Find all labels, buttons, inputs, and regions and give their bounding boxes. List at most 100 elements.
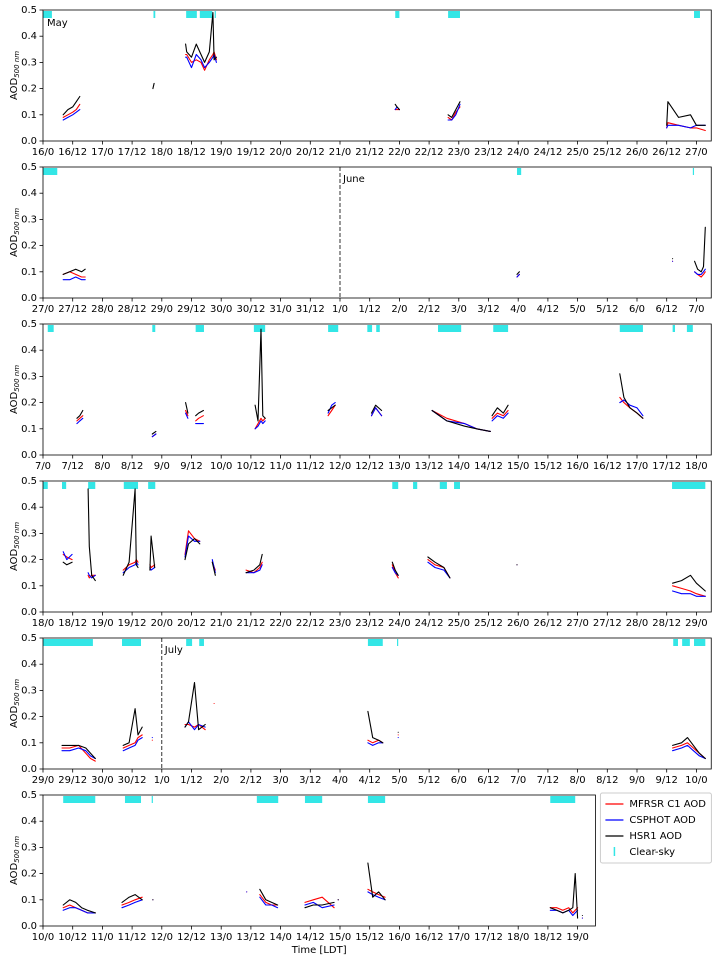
clear-sky-mark [517,168,522,175]
x-tick-label: 18/0 [507,932,529,943]
x-tick-label: 29/12 [177,304,206,315]
clear-sky-mark [682,639,690,646]
clear-sky-mark [214,11,216,18]
x-tick-label: 14/0 [269,932,291,943]
x-tick-label: 18/12 [177,147,206,158]
series-line [62,862,583,919]
x-tick-label: 7/0 [688,304,704,315]
x-tick-label: 6/12 [477,775,499,786]
x-tick-label: 19/0 [566,932,588,943]
series-line [62,888,583,919]
clear-sky-mark [124,796,142,803]
x-axis-label: Time [LDT] [291,945,347,956]
clear-sky-mark [63,796,96,803]
x-tick-label: 26/0 [626,147,648,158]
x-tick-label: 23/12 [474,147,503,158]
x-tick-label: 2/12 [240,775,262,786]
x-tick-label: 3/0 [273,775,289,786]
y-axis-label-main: AOD [9,235,20,258]
clear-sky-mark [439,482,447,489]
x-tick-label: 6/0 [629,304,645,315]
clear-sky-mark [692,168,695,175]
x-tick-label: 21/0 [210,618,232,629]
clear-sky-mark [43,168,58,175]
series-line [76,396,644,438]
x-tick-label: 14/12 [296,932,325,943]
series-line [62,12,706,126]
x-tick-label: 20/0 [151,618,173,629]
x-tick-label: 14/0 [448,461,470,472]
y-tick-label: 0.3 [21,685,37,696]
x-tick-label: 22/12 [296,618,325,629]
x-tick-label: 26/12 [533,618,562,629]
x-tick-label: 25/0 [566,147,588,158]
y-axis-label-main: AOD [9,392,20,415]
x-tick-label: 3/0 [451,304,467,315]
x-tick-label: 9/12 [180,461,202,472]
x-tick-label: 17/12 [118,147,147,158]
x-tick-label: 15/0 [507,461,529,472]
clear-sky-mark [367,325,373,332]
x-tick-label: 20/12 [177,618,206,629]
x-tick-label: 3/12 [299,775,321,786]
y-tick-label: 0.1 [21,581,37,592]
y-tick-label: 0.4 [21,345,37,356]
x-tick-label: 25/12 [593,147,622,158]
x-tick-label: 10/12 [58,932,87,943]
clear-sky-mark [253,325,266,332]
legend-label: Clear-sky [629,847,675,858]
clear-sky-mark [152,325,156,332]
x-tick-label: 16/0 [566,461,588,472]
x-tick-label: 14/12 [474,461,503,472]
x-tick-label: 15/12 [355,932,384,943]
x-tick-label: 18/0 [151,147,173,158]
x-tick-label: 15/0 [329,932,351,943]
y-tick-label: 0.5 [21,319,37,330]
y-axis-label-main: AOD [9,78,20,101]
plot-frame [42,9,712,142]
series-line [61,721,706,760]
x-tick-label: 6/0 [451,775,467,786]
x-tick-label: 11/0 [91,932,113,943]
x-tick-label: 26/12 [652,147,681,158]
y-axis-label: AOD500 nm [9,679,21,728]
plot-frame [42,480,712,613]
x-tick-label: 1/12 [358,304,380,315]
x-tick-label: 4/12 [537,304,559,315]
x-tick-label: 11/0 [269,461,291,472]
x-tick-label: 5/12 [418,775,440,786]
x-tick-label: 19/12 [118,618,147,629]
y-axis-label-sub: 500 nm [13,522,21,549]
y-axis-label-sub: 500 nm [13,51,21,78]
x-tick-label: 4/0 [510,304,526,315]
x-tick-label: 28/0 [91,304,113,315]
x-tick-label: 13/0 [388,461,410,472]
clear-sky-mark [694,11,700,18]
legend-box [599,792,712,864]
series-line [62,488,706,592]
y-tick-label: 0.0 [21,607,37,618]
legend-label: HSR1 AOD [629,831,682,842]
clear-sky-mark [43,11,52,18]
series-line [62,530,706,597]
x-tick-label: 23/0 [329,618,351,629]
x-tick-label: 29/0 [685,618,707,629]
x-tick-label: 29/0 [151,304,173,315]
x-tick-label: 26/0 [507,618,529,629]
x-tick-label: 12/0 [151,932,173,943]
x-tick-label: 17/0 [91,147,113,158]
x-tick-label: 23/12 [355,618,384,629]
annotation: June [342,174,365,185]
y-tick-label: 0.0 [21,764,37,775]
series-line [62,226,706,275]
x-tick-label: 25/0 [448,618,470,629]
y-tick-label: 0.1 [21,738,37,749]
x-tick-label: 7/12 [537,775,559,786]
clear-sky-mark [454,482,460,489]
clear-sky-mark [448,11,460,18]
y-tick-label: 0.3 [21,371,37,382]
x-tick-label: 16/0 [388,932,410,943]
clear-sky-mark [256,796,279,803]
y-tick-label: 0.1 [21,110,37,121]
